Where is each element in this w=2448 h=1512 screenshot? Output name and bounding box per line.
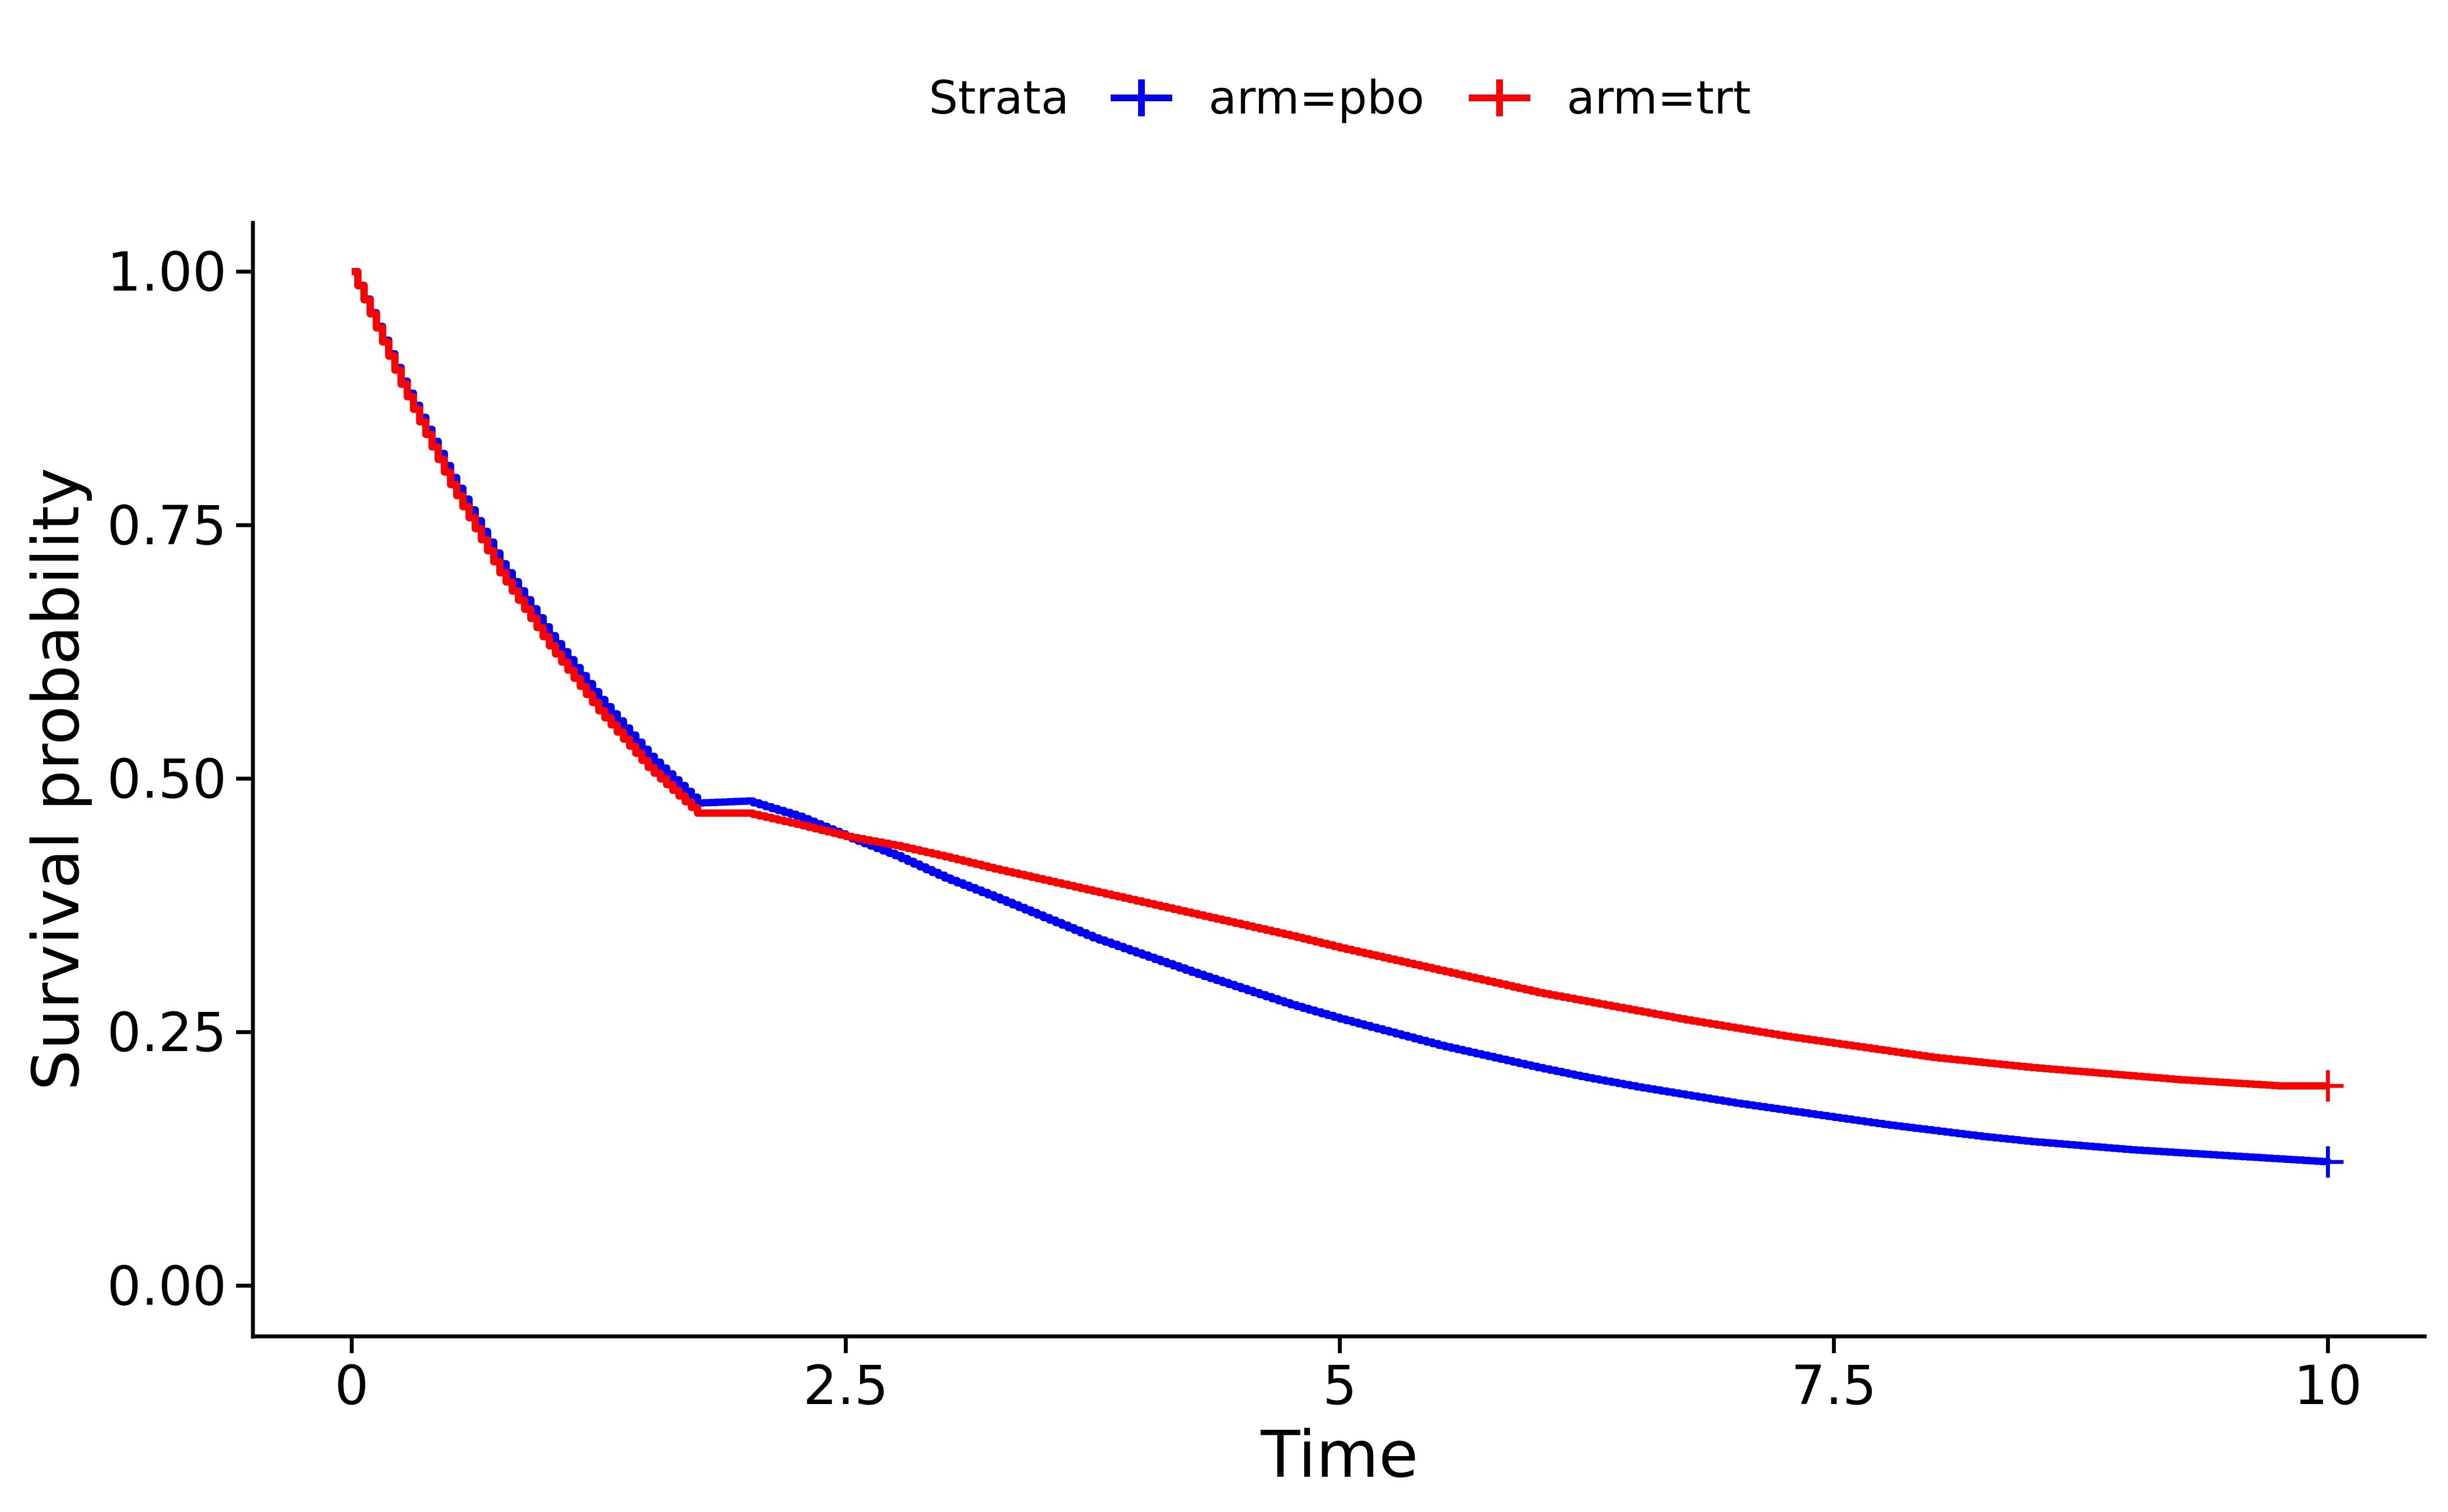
legend: Strata arm=pbo arm=trt bbox=[929, 72, 1751, 125]
x-ticks: 0 2.5 5 7.5 10 bbox=[335, 1336, 2362, 1417]
y-tick-label: 0.00 bbox=[107, 1255, 227, 1317]
censor-mark-trt bbox=[2312, 1070, 2344, 1102]
x-tick-label: 5 bbox=[1323, 1354, 1357, 1417]
legend-title: Strata bbox=[929, 72, 1069, 125]
series-layer bbox=[351, 268, 2344, 1178]
series-line-pbo bbox=[351, 268, 2332, 1166]
legend-label-trt: arm=trt bbox=[1567, 72, 1751, 125]
series-line-trt bbox=[351, 268, 2328, 1090]
censor-mark-pbo bbox=[2312, 1146, 2344, 1178]
legend-label-pbo: arm=pbo bbox=[1209, 72, 1424, 125]
x-tick-label: 7.5 bbox=[1791, 1354, 1877, 1417]
x-tick-label: 10 bbox=[2294, 1354, 2362, 1417]
y-tick-label: 1.00 bbox=[107, 241, 227, 304]
x-tick-label: 2.5 bbox=[803, 1354, 889, 1417]
legend-item-trt: arm=trt bbox=[1469, 72, 1751, 125]
legend-item-pbo: arm=pbo bbox=[1111, 72, 1424, 125]
y-tick-label: 0.25 bbox=[107, 1001, 227, 1064]
y-axis-title: Survival probability bbox=[19, 468, 94, 1091]
x-axis-title: Time bbox=[1260, 1417, 1418, 1492]
y-ticks: 0.00 0.25 0.50 0.75 1.00 bbox=[107, 241, 253, 1317]
y-tick-label: 0.75 bbox=[107, 494, 227, 557]
x-tick-label: 0 bbox=[335, 1354, 369, 1417]
y-tick-label: 0.50 bbox=[107, 748, 227, 811]
